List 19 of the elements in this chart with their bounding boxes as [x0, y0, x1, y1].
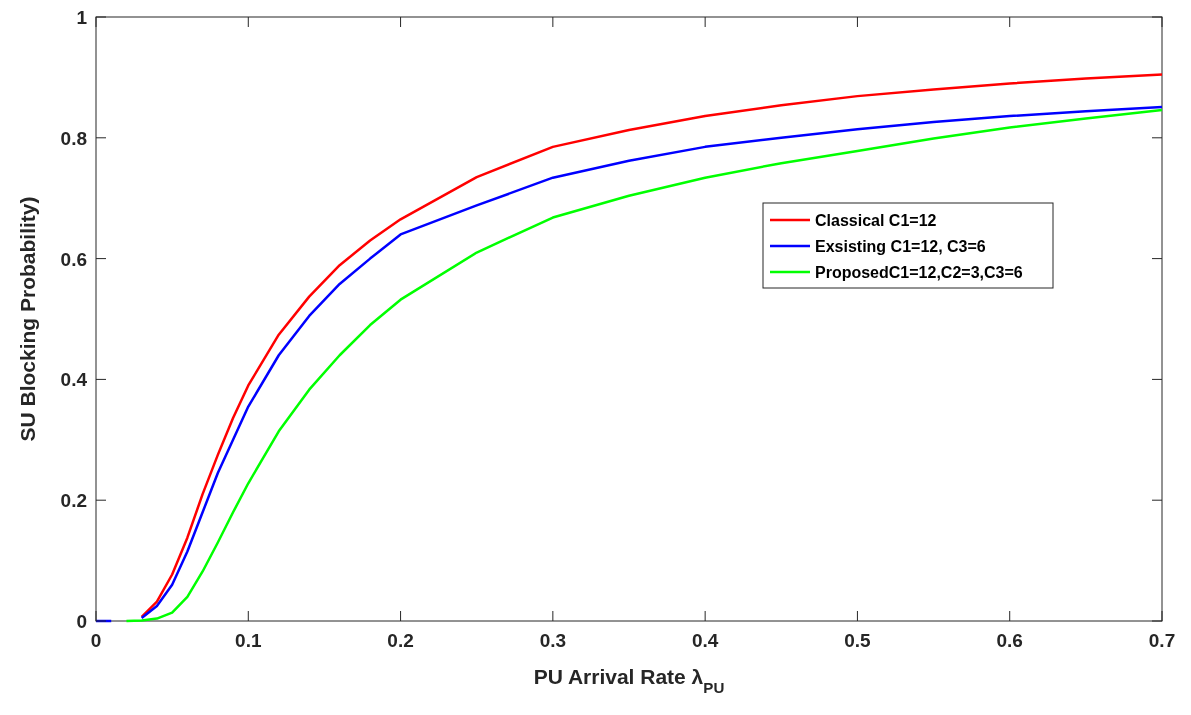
x-tick-label: 0.3 [539, 630, 567, 651]
x-tick-label: 0.7 [1148, 630, 1176, 651]
x-tick-label: 0.6 [996, 630, 1023, 651]
y-tick-label: 1 [76, 7, 88, 28]
legend-label: Classical C1=12 [815, 212, 937, 229]
x-tick-label: 0.4 [691, 630, 719, 651]
x-tick-label: 0 [90, 630, 102, 651]
x-axis-title: PU Arrival Rate λ$_{PU}$ [533, 665, 725, 696]
x-tick-label: 0.2 [387, 630, 414, 651]
y-tick-label: 0.6 [60, 248, 87, 270]
y-tick-label: 0.8 [60, 127, 87, 149]
legend-label: Exsisting C1=12, C3=6 [815, 238, 986, 255]
y-tick-label: 0 [76, 611, 87, 632]
y-axis-title: SU Blocking Probability) [16, 196, 39, 442]
y-tick-label: 0.4 [60, 369, 88, 391]
legend-label: ProposedC1=12,C2=3,C3=6 [815, 264, 1023, 281]
y-tick-label: 0.2 [60, 490, 87, 512]
x-tick-label: 0.5 [844, 630, 872, 651]
x-tick-label: 0.1 [235, 630, 262, 651]
